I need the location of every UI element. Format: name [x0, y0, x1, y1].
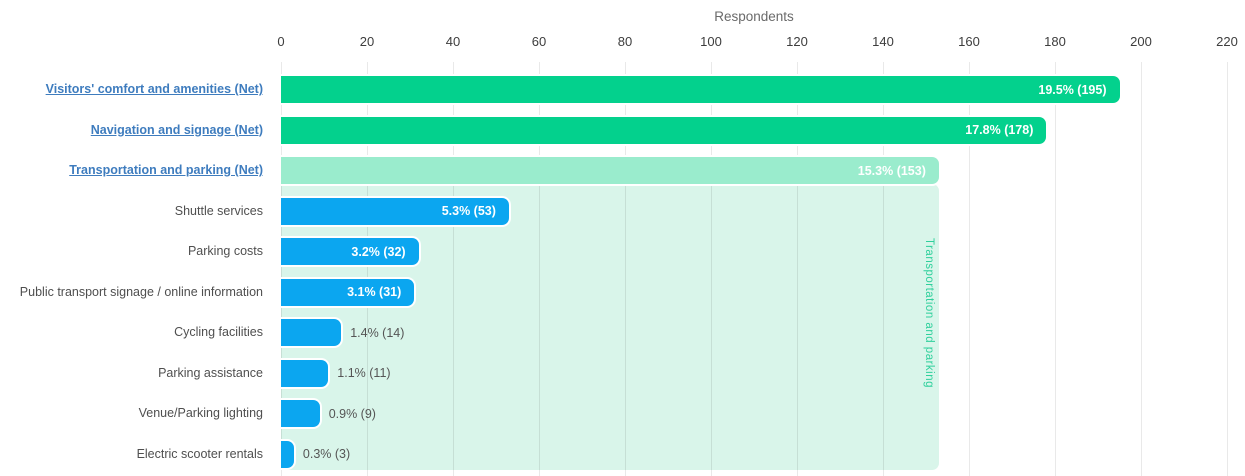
x-tick-label: 120: [786, 34, 808, 49]
bar-value-label: 1.4% (14): [350, 325, 405, 340]
x-tick-label: 20: [359, 34, 375, 49]
bar-value-label: 3.1% (31): [347, 285, 402, 299]
category-label: Parking assistance: [158, 365, 263, 380]
x-tick-label: 100: [700, 34, 722, 49]
bar-value-label: 3.2% (32): [351, 244, 406, 259]
bar[interactable]: [281, 440, 294, 468]
x-tick-label: 80: [617, 34, 633, 49]
net-category-link[interactable]: Visitors' comfort and amenities (Net): [45, 82, 263, 96]
bar[interactable]: [281, 359, 329, 387]
bar[interactable]: 3.2% (32): [281, 238, 419, 265]
gridline: [1141, 62, 1142, 476]
gridline: [625, 62, 626, 476]
category-label: Shuttle services: [174, 203, 263, 218]
bar[interactable]: 17.8% (178): [281, 116, 1047, 144]
bar[interactable]: 19.5% (195): [281, 76, 1120, 103]
category-label: Parking costs: [187, 244, 263, 258]
gridline: [453, 62, 454, 476]
x-tick-label: 40: [445, 34, 461, 49]
x-tick-label: 0: [277, 34, 285, 49]
x-axis-title: Respondents: [714, 9, 794, 24]
category-label: Public transport signage / online inform…: [19, 284, 263, 299]
gridline: [281, 62, 282, 476]
category-label: Cycling facilities: [174, 325, 263, 339]
bar-value-label: 19.5% (195): [1038, 82, 1107, 97]
x-tick-label: 140: [872, 34, 894, 49]
x-tick-label: 60: [531, 34, 547, 49]
bar-value-label: 1.1% (11): [337, 366, 391, 380]
gridline: [883, 62, 884, 476]
category-label: Electric scooter rentals: [136, 446, 263, 461]
gridline: [1055, 62, 1056, 476]
gridline: [1227, 62, 1228, 476]
x-tick-label: 180: [1044, 34, 1066, 49]
bar-value-label: 15.3% (153): [857, 163, 926, 178]
bar-value-label: 0.9% (9): [328, 406, 376, 421]
net-category-link[interactable]: Transportation and parking (Net): [69, 163, 263, 177]
bar[interactable]: 15.3% (153): [281, 157, 939, 184]
bar-value-label: 0.3% (3): [302, 447, 351, 461]
category-label: Venue/Parking lighting: [138, 406, 263, 420]
gridline: [969, 62, 970, 476]
x-tick-label: 160: [958, 34, 980, 49]
bar-value-label: 5.3% (53): [441, 204, 496, 218]
x-tick-label: 200: [1130, 34, 1152, 49]
bar[interactable]: 3.1% (31): [281, 278, 415, 306]
x-tick-label: 220: [1216, 34, 1238, 49]
net-category-link[interactable]: Navigation and signage (Net): [90, 122, 263, 137]
net-group-band-label: Transportation and parking: [922, 238, 935, 389]
bar-value-label: 17.8% (178): [965, 123, 1034, 137]
gridline: [711, 62, 712, 476]
bar[interactable]: 5.3% (53): [281, 197, 509, 225]
gridline: [797, 62, 798, 476]
bar[interactable]: [281, 400, 320, 427]
gridline: [539, 62, 540, 476]
gridline: [367, 62, 368, 476]
net-group-band: Transportation and parking: [281, 184, 939, 470]
bar[interactable]: [281, 319, 342, 346]
